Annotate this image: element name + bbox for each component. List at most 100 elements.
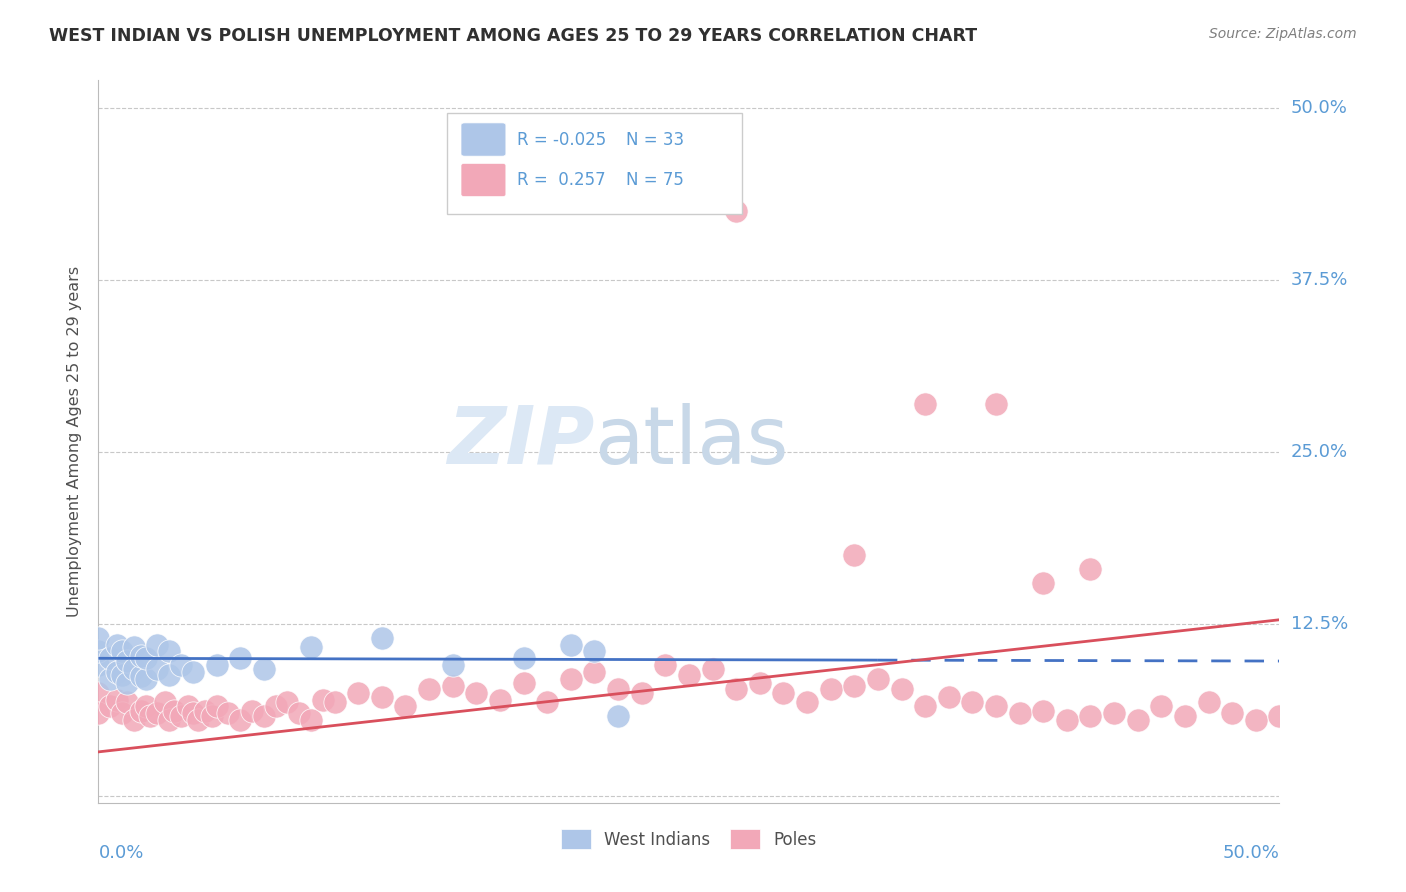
Point — [312, 692, 335, 706]
Point — [441, 658, 464, 673]
Point — [678, 668, 700, 682]
Point — [105, 638, 128, 652]
Point — [1032, 704, 1054, 718]
Text: 37.5%: 37.5% — [1291, 271, 1348, 289]
Point — [105, 665, 128, 679]
Point — [890, 681, 912, 696]
Point — [371, 631, 394, 645]
Point — [229, 651, 252, 665]
Point — [194, 704, 217, 718]
Point — [725, 204, 748, 219]
Point — [146, 662, 169, 676]
Point — [441, 679, 464, 693]
Point — [111, 668, 134, 682]
Point — [111, 706, 134, 721]
Point — [1056, 713, 1078, 727]
Point — [115, 695, 138, 709]
Point — [1080, 562, 1102, 576]
Point — [115, 676, 138, 690]
Point — [122, 662, 145, 676]
Point — [181, 706, 204, 721]
Point — [489, 692, 512, 706]
Point — [772, 686, 794, 700]
FancyBboxPatch shape — [461, 123, 506, 156]
Point — [512, 651, 534, 665]
Text: R = -0.025: R = -0.025 — [516, 130, 606, 149]
Text: N = 75: N = 75 — [626, 171, 685, 189]
FancyBboxPatch shape — [461, 163, 506, 196]
Point — [560, 672, 582, 686]
Point — [583, 665, 606, 679]
Point — [702, 662, 724, 676]
Point — [122, 713, 145, 727]
Y-axis label: Unemployment Among Ages 25 to 29 years: Unemployment Among Ages 25 to 29 years — [66, 266, 82, 617]
Point — [299, 640, 322, 655]
Point — [536, 695, 558, 709]
Point — [217, 706, 239, 721]
Point — [844, 679, 866, 693]
Point — [170, 709, 193, 723]
Point — [984, 397, 1007, 411]
Text: 12.5%: 12.5% — [1291, 615, 1348, 633]
Point — [1268, 709, 1291, 723]
Legend: West Indians, Poles: West Indians, Poles — [561, 830, 817, 848]
Point — [253, 709, 276, 723]
Text: 50.0%: 50.0% — [1291, 99, 1347, 117]
Point — [87, 631, 110, 645]
Point — [87, 706, 110, 721]
Point — [129, 704, 152, 718]
Point — [583, 644, 606, 658]
Point — [98, 699, 121, 714]
Point — [394, 699, 416, 714]
Point — [163, 704, 186, 718]
Point — [725, 681, 748, 696]
FancyBboxPatch shape — [447, 112, 742, 214]
Point — [264, 699, 287, 714]
Point — [938, 690, 960, 704]
Point — [111, 644, 134, 658]
Text: N = 33: N = 33 — [626, 130, 685, 149]
Point — [115, 654, 138, 668]
Point — [1220, 706, 1243, 721]
Point — [157, 644, 180, 658]
Point — [157, 668, 180, 682]
Point — [630, 686, 652, 700]
Point — [157, 713, 180, 727]
Point — [129, 648, 152, 663]
Point — [187, 713, 209, 727]
Point — [1080, 709, 1102, 723]
Point — [253, 662, 276, 676]
Text: atlas: atlas — [595, 402, 789, 481]
Point — [1198, 695, 1220, 709]
Point — [135, 699, 157, 714]
Point — [205, 658, 228, 673]
Point — [87, 686, 110, 700]
Point — [129, 669, 152, 683]
Point — [1102, 706, 1125, 721]
Point — [820, 681, 842, 696]
Point — [1244, 713, 1267, 727]
Point — [229, 713, 252, 727]
Point — [607, 709, 630, 723]
Point — [135, 651, 157, 665]
Text: R =  0.257: R = 0.257 — [516, 171, 605, 189]
Point — [181, 665, 204, 679]
Point — [607, 681, 630, 696]
Point — [170, 658, 193, 673]
Point — [984, 699, 1007, 714]
Point — [87, 658, 110, 673]
Point — [866, 672, 889, 686]
Text: 0.0%: 0.0% — [98, 845, 143, 863]
Point — [748, 676, 770, 690]
Point — [844, 548, 866, 562]
Point — [135, 672, 157, 686]
Point — [962, 695, 984, 709]
Point — [276, 695, 298, 709]
Point — [560, 638, 582, 652]
Point — [201, 709, 224, 723]
Point — [465, 686, 488, 700]
Point — [347, 686, 370, 700]
Point — [139, 709, 162, 723]
Point — [177, 699, 200, 714]
Point — [288, 706, 311, 721]
